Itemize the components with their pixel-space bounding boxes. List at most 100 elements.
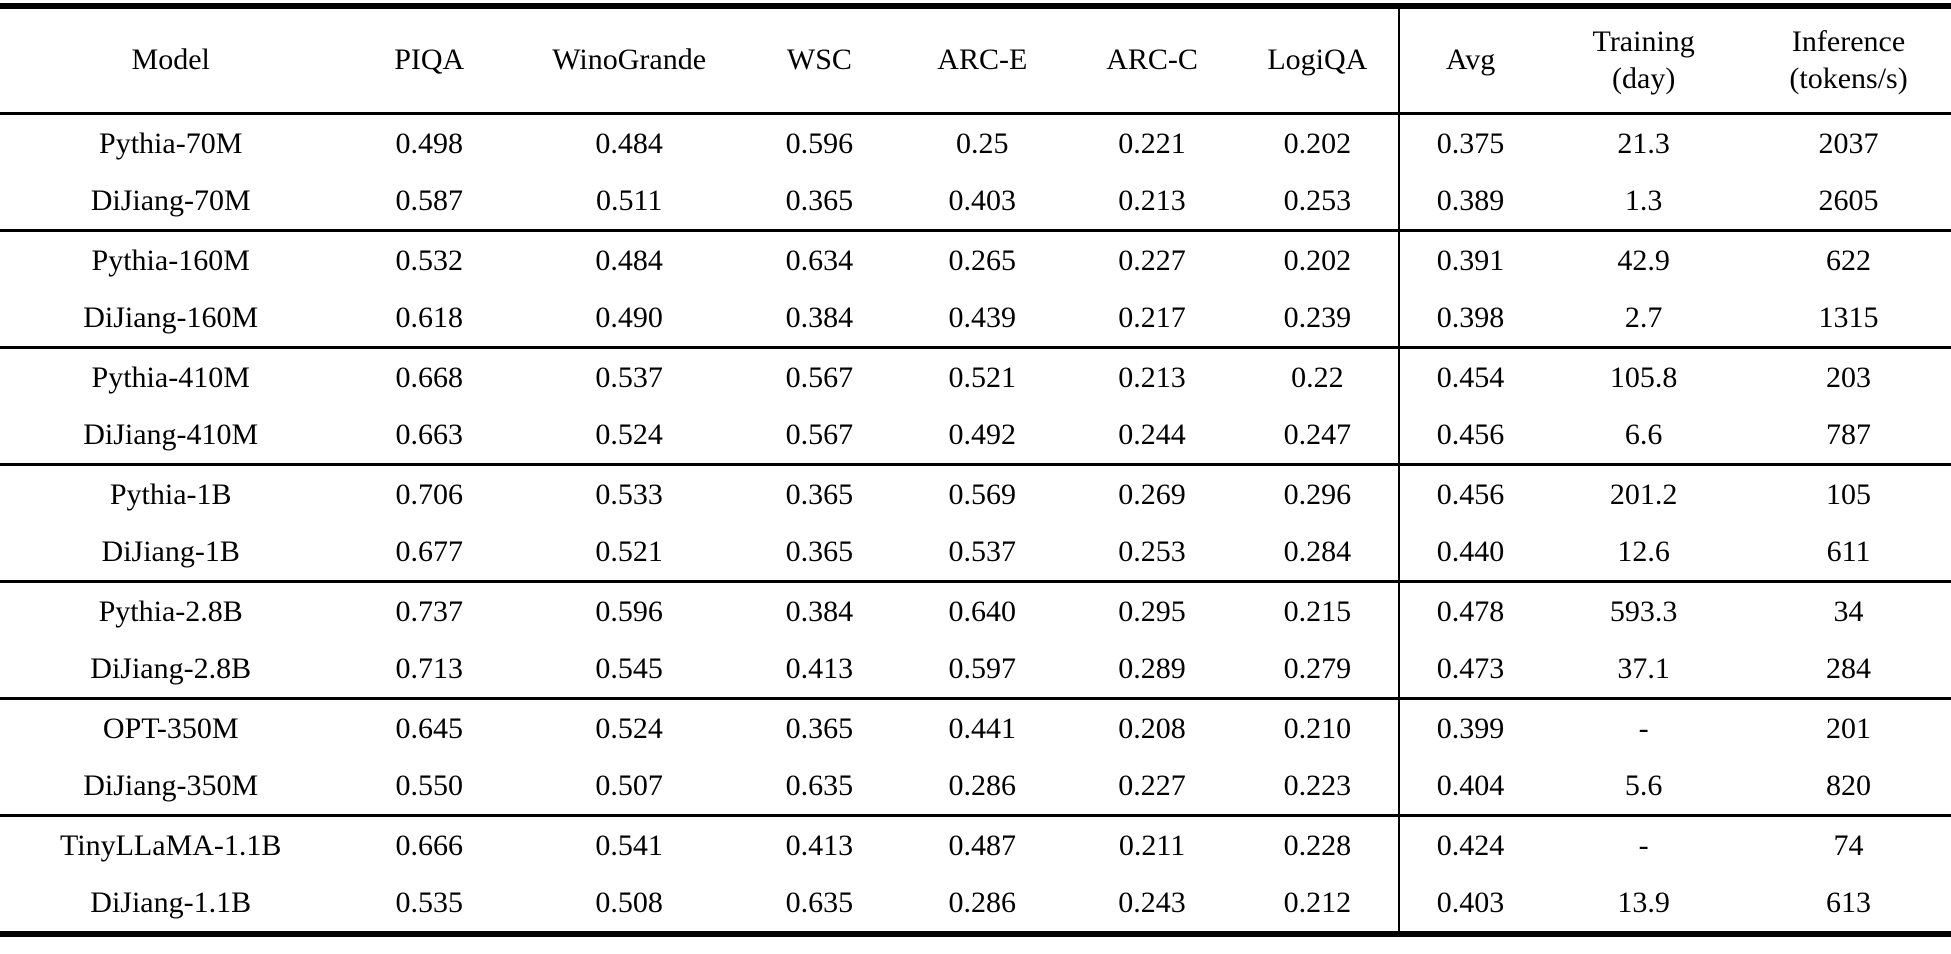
metric-value-cell-winogrande: 0.524: [595, 418, 663, 452]
column-header-arc-e: ARC-E: [937, 43, 1028, 77]
model-name-cell: DiJiang-1.1B: [90, 886, 252, 920]
model-name-cell: Pythia-2.8B: [98, 595, 243, 629]
metric-value-cell-wsc: 0.413: [785, 652, 854, 686]
model-name-cell: Pythia-1B: [109, 478, 232, 512]
metric-value-cell-inference_tokens_per_s: 105: [1826, 478, 1872, 512]
model-name-cell: Pythia-410M: [91, 361, 250, 395]
table-row: DiJiang-2.8B 0.713 0.545 0.413 0.597 0.289 0.2…: [0, 640, 1951, 699]
metric-value-cell-logiqa: 0.296: [1283, 478, 1352, 512]
metric-value-cell-inference_tokens_per_s: 611: [1826, 535, 1871, 569]
column-header-logiqa: LogiQA: [1267, 43, 1368, 77]
metric-value-cell-arc_e: 0.25: [956, 127, 1009, 161]
metric-value-cell-avg: 0.454: [1397, 347, 1542, 407]
model-name-cell: DiJiang-70M: [90, 184, 251, 218]
metric-value-cell-avg: 0.375: [1397, 113, 1542, 173]
metric-value-cell-wsc: 0.365: [785, 535, 854, 569]
metric-value-cell-arc_c: 0.213: [1118, 361, 1186, 395]
table-row: DiJiang-410M 0.663 0.524 0.567 0.492 0.244 0.2…: [0, 406, 1951, 465]
metric-value-cell-wsc: 0.567: [785, 418, 854, 452]
metric-value-cell-inference_tokens_per_s: 2037: [1818, 127, 1879, 161]
metric-value-cell-inference_tokens_per_s: 201: [1826, 712, 1872, 746]
metric-value-cell-logiqa: 0.239: [1283, 301, 1352, 335]
metric-value-cell-winogrande: 0.596: [595, 595, 663, 629]
table-row: Pythia-70M 0.498 0.484 0.596 0.25 0.221 0.202 0…: [0, 113, 1951, 173]
metric-value-cell-arc_e: 0.640: [948, 595, 1017, 629]
table-row: DiJiang-1B 0.677 0.521 0.365 0.537 0.253 0.284…: [0, 523, 1951, 582]
metric-value-cell-training_day: -: [1638, 829, 1649, 863]
column-header-wsc: WSC: [786, 43, 852, 77]
metric-value-cell-training_day: 1.3: [1624, 184, 1663, 218]
table-row: DiJiang-160M 0.618 0.490 0.384 0.439 0.217 0.2…: [0, 289, 1951, 348]
metric-value-cell-avg: 0.473: [1397, 640, 1542, 699]
table-row: DiJiang-1.1B 0.535 0.508 0.635 0.286 0.243 0.2…: [0, 874, 1951, 935]
metric-value-cell-training_day: 37.1: [1617, 652, 1670, 686]
column-header-training-day: Training (day): [1592, 25, 1695, 95]
metric-value-cell-piqa: 0.645: [395, 712, 463, 746]
metric-value-cell-training_day: 2.7: [1624, 301, 1663, 335]
column-header-winogrande: WinoGrande: [552, 43, 707, 77]
metric-value-cell-arc_e: 0.487: [948, 829, 1017, 863]
metric-value-cell-wsc: 0.635: [785, 886, 854, 920]
metric-value-cell-winogrande: 0.524: [595, 712, 663, 746]
metric-value-cell-wsc: 0.365: [785, 184, 854, 218]
metric-value-cell-piqa: 0.618: [395, 301, 463, 335]
metric-value-cell-training_day: 201.2: [1609, 478, 1678, 512]
column-header-model: Model: [131, 43, 210, 77]
metric-value-cell-piqa: 0.713: [395, 652, 463, 686]
model-name-cell: DiJiang-160M: [83, 301, 259, 335]
metric-value-cell-wsc: 0.365: [785, 712, 854, 746]
model-name-cell: Pythia-70M: [99, 127, 243, 161]
metric-value-cell-winogrande: 0.521: [595, 535, 663, 569]
metric-value-cell-arc_e: 0.286: [948, 769, 1017, 803]
metric-value-cell-wsc: 0.596: [785, 127, 854, 161]
metric-value-cell-piqa: 0.587: [395, 184, 463, 218]
metric-value-cell-arc_c: 0.227: [1118, 769, 1186, 803]
metric-value-cell-logiqa: 0.22: [1291, 361, 1344, 395]
metric-value-cell-avg: 0.456: [1397, 406, 1542, 465]
metric-value-cell-arc_e: 0.441: [948, 712, 1017, 746]
metric-value-cell-inference_tokens_per_s: 34: [1833, 595, 1864, 629]
metric-value-cell-wsc: 0.635: [785, 769, 854, 803]
metric-value-cell-arc_c: 0.213: [1118, 184, 1186, 218]
metric-value-cell-arc_e: 0.597: [948, 652, 1017, 686]
table-row: OPT-350M 0.645 0.524 0.365 0.441 0.208 0.210 0.…: [0, 698, 1951, 758]
metric-value-cell-winogrande: 0.533: [595, 478, 663, 512]
metric-value-cell-inference_tokens_per_s: 2605: [1818, 184, 1879, 218]
table-row: Pythia-410M 0.668 0.537 0.567 0.521 0.213 0.22…: [0, 347, 1951, 407]
model-name-cell: Pythia-160M: [91, 244, 250, 278]
metric-value-cell-inference_tokens_per_s: 74: [1833, 829, 1864, 863]
metric-value-cell-arc_e: 0.265: [948, 244, 1017, 278]
metric-value-cell-arc_c: 0.211: [1118, 829, 1186, 863]
metric-value-cell-arc_e: 0.439: [948, 301, 1017, 335]
metric-value-cell-piqa: 0.706: [395, 478, 463, 512]
results-table: Model PIQA WinoGrande WSC ARC-E ARC-C Lo…: [0, 3, 1951, 938]
metric-value-cell-logiqa: 0.279: [1283, 652, 1352, 686]
metric-value-cell-arc_c: 0.269: [1118, 478, 1186, 512]
metric-value-cell-arc_c: 0.244: [1118, 418, 1186, 452]
row-group: Pythia-160M 0.532 0.484 0.634 0.265 0.227 0.20…: [0, 230, 1951, 348]
metric-value-cell-training_day: 105.8: [1609, 361, 1678, 395]
model-name-cell: DiJiang-1B: [101, 535, 240, 569]
metric-value-cell-arc_e: 0.286: [948, 886, 1017, 920]
metric-value-cell-piqa: 0.668: [395, 361, 463, 395]
metric-value-cell-wsc: 0.413: [785, 829, 854, 863]
table-row: Pythia-2.8B 0.737 0.596 0.384 0.640 0.295 0.21…: [0, 581, 1951, 641]
model-name-cell: DiJiang-350M: [83, 769, 259, 803]
metric-value-cell-arc_c: 0.295: [1118, 595, 1186, 629]
metric-value-cell-wsc: 0.384: [785, 595, 854, 629]
metric-value-cell-piqa: 0.677: [395, 535, 463, 569]
metric-value-cell-wsc: 0.384: [785, 301, 854, 335]
metric-value-cell-logiqa: 0.253: [1283, 184, 1352, 218]
metric-value-cell-winogrande: 0.541: [595, 829, 663, 863]
metric-value-cell-inference_tokens_per_s: 1315: [1818, 301, 1879, 335]
row-group: Pythia-410M 0.668 0.537 0.567 0.521 0.213 0.22…: [0, 347, 1951, 465]
column-header-inference-tokens: Inference (tokens/s): [1789, 25, 1908, 95]
metric-value-cell-training_day: 13.9: [1617, 886, 1670, 920]
table-row: Pythia-160M 0.532 0.484 0.634 0.265 0.227 0.20…: [0, 230, 1951, 290]
metric-value-cell-winogrande: 0.508: [595, 886, 663, 920]
metric-value-cell-piqa: 0.532: [395, 244, 463, 278]
metric-value-cell-logiqa: 0.284: [1283, 535, 1352, 569]
model-name-cell: DiJiang-410M: [83, 418, 259, 452]
metric-value-cell-inference_tokens_per_s: 203: [1826, 361, 1872, 395]
row-group: Pythia-70M 0.498 0.484 0.596 0.25 0.221 0.202 0…: [0, 113, 1951, 231]
